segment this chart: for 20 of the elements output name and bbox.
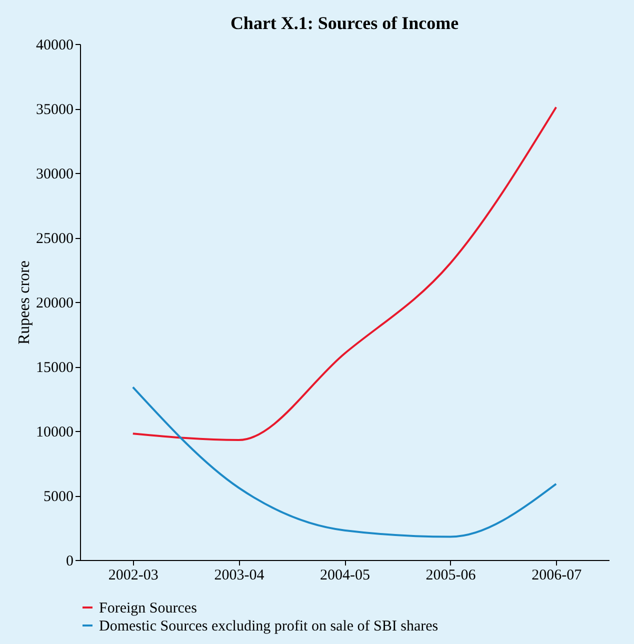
y-tick-label: 0 (66, 554, 74, 570)
y-tick-label: 30000 (36, 166, 74, 182)
y-tick-label: 10000 (36, 424, 74, 440)
y-tick-label: 40000 (36, 38, 74, 54)
x-tick-label: 2002-03 (108, 568, 158, 584)
line-series (132, 386, 558, 538)
x-tick-label: 2004-05 (320, 568, 370, 584)
y-axis-title: Rupees crore (16, 260, 33, 344)
y-tick-label: 20000 (36, 296, 74, 312)
x-tick-label: 2003-04 (214, 568, 265, 584)
y-tick-label: 5000 (44, 489, 74, 505)
line-series (132, 106, 558, 442)
y-tick-label: 25000 (36, 231, 74, 247)
chart-title: Chart X.1: Sources of Income (230, 13, 459, 33)
legend-label: Foreign Sources (99, 600, 198, 616)
legend-label: Domestic Sources excluding profit on sale of SBI shares (99, 618, 438, 634)
y-tick-label: 15000 (36, 360, 74, 376)
x-tick-label: 2005-06 (426, 568, 476, 584)
y-tick-label: 35000 (36, 102, 74, 118)
x-tick-label: 2006-07 (532, 568, 582, 584)
